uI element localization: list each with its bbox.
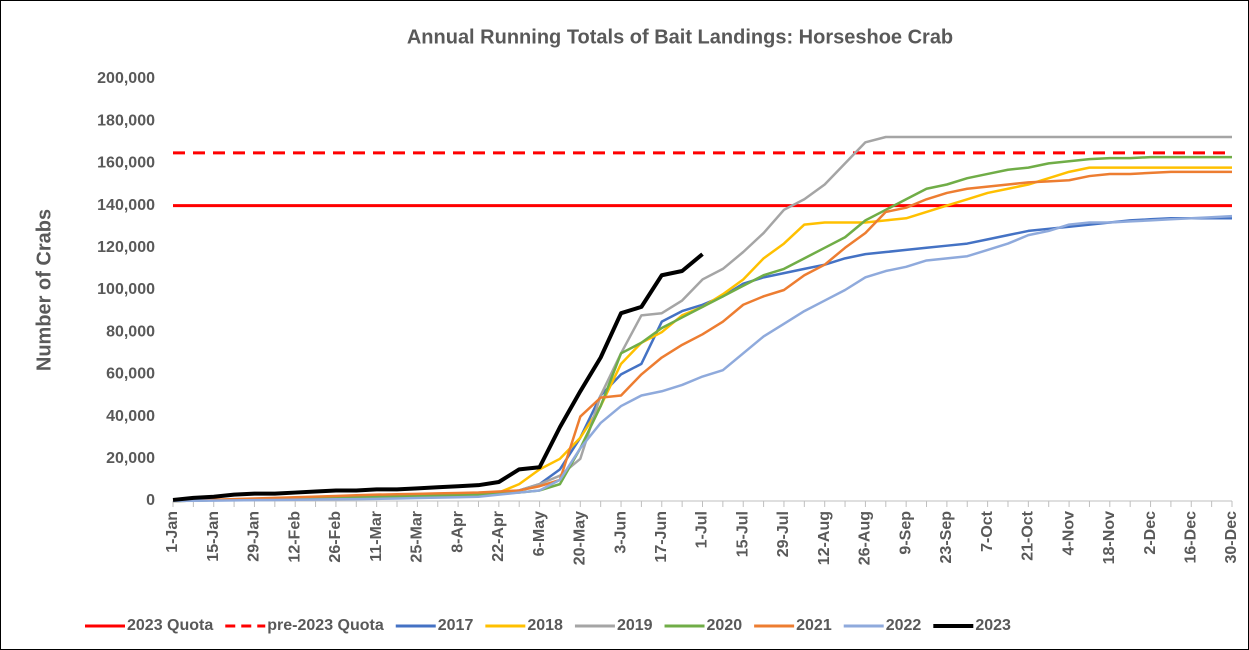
y-tick-label: 120,000 xyxy=(97,239,155,256)
y-tick-label: 20,000 xyxy=(106,450,155,467)
chart-title: Annual Running Totals of Bait Landings: … xyxy=(407,26,953,48)
x-tick-label: 23-Sep xyxy=(938,511,955,564)
x-tick-label: 16-Dec xyxy=(1182,511,1199,564)
x-tick-label: 25-Mar xyxy=(409,511,426,563)
y-axis-label: Number of Crabs xyxy=(33,209,55,371)
x-tick-label: 29-Jan xyxy=(246,511,263,562)
x-tick-label: 7-Oct xyxy=(979,510,996,552)
y-tick-label: 200,000 xyxy=(97,70,155,87)
y-tick-label: 180,000 xyxy=(97,112,155,129)
x-tick-label: 4-Nov xyxy=(1060,511,1077,556)
y-tick-label: 40,000 xyxy=(106,408,155,425)
legend-label: 2023 xyxy=(975,617,1011,634)
series-line xyxy=(172,214,1233,503)
legend-label: 2022 xyxy=(886,617,922,634)
series-line xyxy=(172,252,704,502)
legend-label: 2017 xyxy=(438,617,474,634)
legend-label: 2020 xyxy=(707,617,743,634)
x-tick-label: 26-Feb xyxy=(327,511,344,563)
x-tick-label: 9-Sep xyxy=(897,511,914,555)
x-tick-label: 1-Jul xyxy=(694,511,711,548)
legend-label: 2018 xyxy=(527,617,563,634)
x-tick-label: 12-Feb xyxy=(286,511,303,563)
legend-label: 2019 xyxy=(617,617,653,634)
series-line xyxy=(172,155,1232,503)
x-tick-label: 15-Jul xyxy=(734,511,751,557)
x-tick-label: 18-Nov xyxy=(1101,511,1118,564)
x-tick-label: 8-Apr xyxy=(449,511,466,553)
y-tick-label: 80,000 xyxy=(106,323,155,340)
y-tick-label: 160,000 xyxy=(97,155,155,172)
x-tick-label: 29-Jul xyxy=(775,511,792,557)
y-tick-label: 0 xyxy=(146,492,155,509)
x-tick-label: 1-Jan xyxy=(164,511,181,553)
x-tick-label: 30-Dec xyxy=(1223,511,1240,564)
x-tick-label: 15-Jan xyxy=(205,511,222,562)
x-tick-label: 3-Jun xyxy=(612,511,629,554)
x-tick-label: 6-May xyxy=(531,511,548,556)
x-tick-label: 22-Apr xyxy=(490,511,507,562)
x-tick-label: 26-Aug xyxy=(857,511,874,565)
y-tick-label: 100,000 xyxy=(97,281,155,298)
series-line xyxy=(172,170,1232,503)
legend-label: 2021 xyxy=(796,617,832,634)
x-tick-label: 17-Jun xyxy=(653,511,670,563)
x-tick-label: 20-May xyxy=(572,511,589,565)
y-tick-label: 140,000 xyxy=(97,197,155,214)
x-tick-label: 12-Aug xyxy=(816,511,833,565)
y-tick-label: 60,000 xyxy=(106,366,155,383)
x-tick-label: 21-Oct xyxy=(1020,510,1037,560)
x-tick-label: 11-Mar xyxy=(368,511,385,562)
x-tick-label: 2-Dec xyxy=(1142,511,1159,555)
legend-label: 2023 Quota xyxy=(127,617,213,634)
legend-label: pre-2023 Quota xyxy=(267,617,384,634)
